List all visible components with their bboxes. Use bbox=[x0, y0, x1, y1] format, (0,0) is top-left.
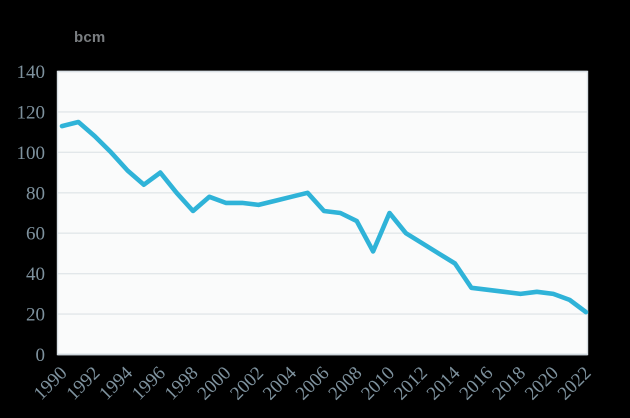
x-axis-tick-label: 2006 bbox=[292, 363, 334, 405]
x-axis-tick-label: 2000 bbox=[194, 363, 236, 405]
x-axis-tick-label: 2014 bbox=[423, 362, 465, 404]
x-axis-tick-label: 2002 bbox=[226, 363, 268, 405]
x-axis-tick-label: 2010 bbox=[357, 363, 399, 405]
y-axis-tick-label: 140 bbox=[17, 62, 46, 83]
y-axis-tick-label: 100 bbox=[17, 143, 46, 164]
y-axis-tick-label: 120 bbox=[17, 102, 46, 123]
x-axis-tick-label: 2004 bbox=[259, 362, 301, 404]
y-axis-tick-label: 80 bbox=[26, 183, 45, 204]
x-axis-tick-label: 1996 bbox=[128, 363, 170, 405]
y-axis-unit-label: bcm bbox=[74, 29, 106, 46]
x-axis-tick-label: 2008 bbox=[325, 363, 367, 405]
x-axis-tick-label: 2020 bbox=[521, 363, 563, 405]
x-axis-tick-label: 2016 bbox=[456, 363, 498, 405]
y-axis-tick-label: 40 bbox=[26, 264, 45, 285]
x-axis-tick-label: 1998 bbox=[161, 363, 203, 405]
y-axis-tick-label: 20 bbox=[26, 305, 45, 326]
x-axis-tick-label: 2022 bbox=[554, 363, 596, 405]
x-axis-tick-label: 2012 bbox=[390, 363, 432, 405]
plot-area bbox=[57, 71, 588, 355]
x-axis-tick-label: 2018 bbox=[488, 363, 530, 405]
y-axis-tick-label: 0 bbox=[36, 345, 46, 366]
x-axis-tick-label: 1990 bbox=[30, 363, 72, 405]
data-series-line bbox=[59, 119, 589, 315]
y-axis-tick-label: 60 bbox=[26, 224, 45, 245]
x-axis-tick-label: 1992 bbox=[63, 363, 105, 405]
x-axis-tick-label: 1994 bbox=[95, 362, 137, 404]
